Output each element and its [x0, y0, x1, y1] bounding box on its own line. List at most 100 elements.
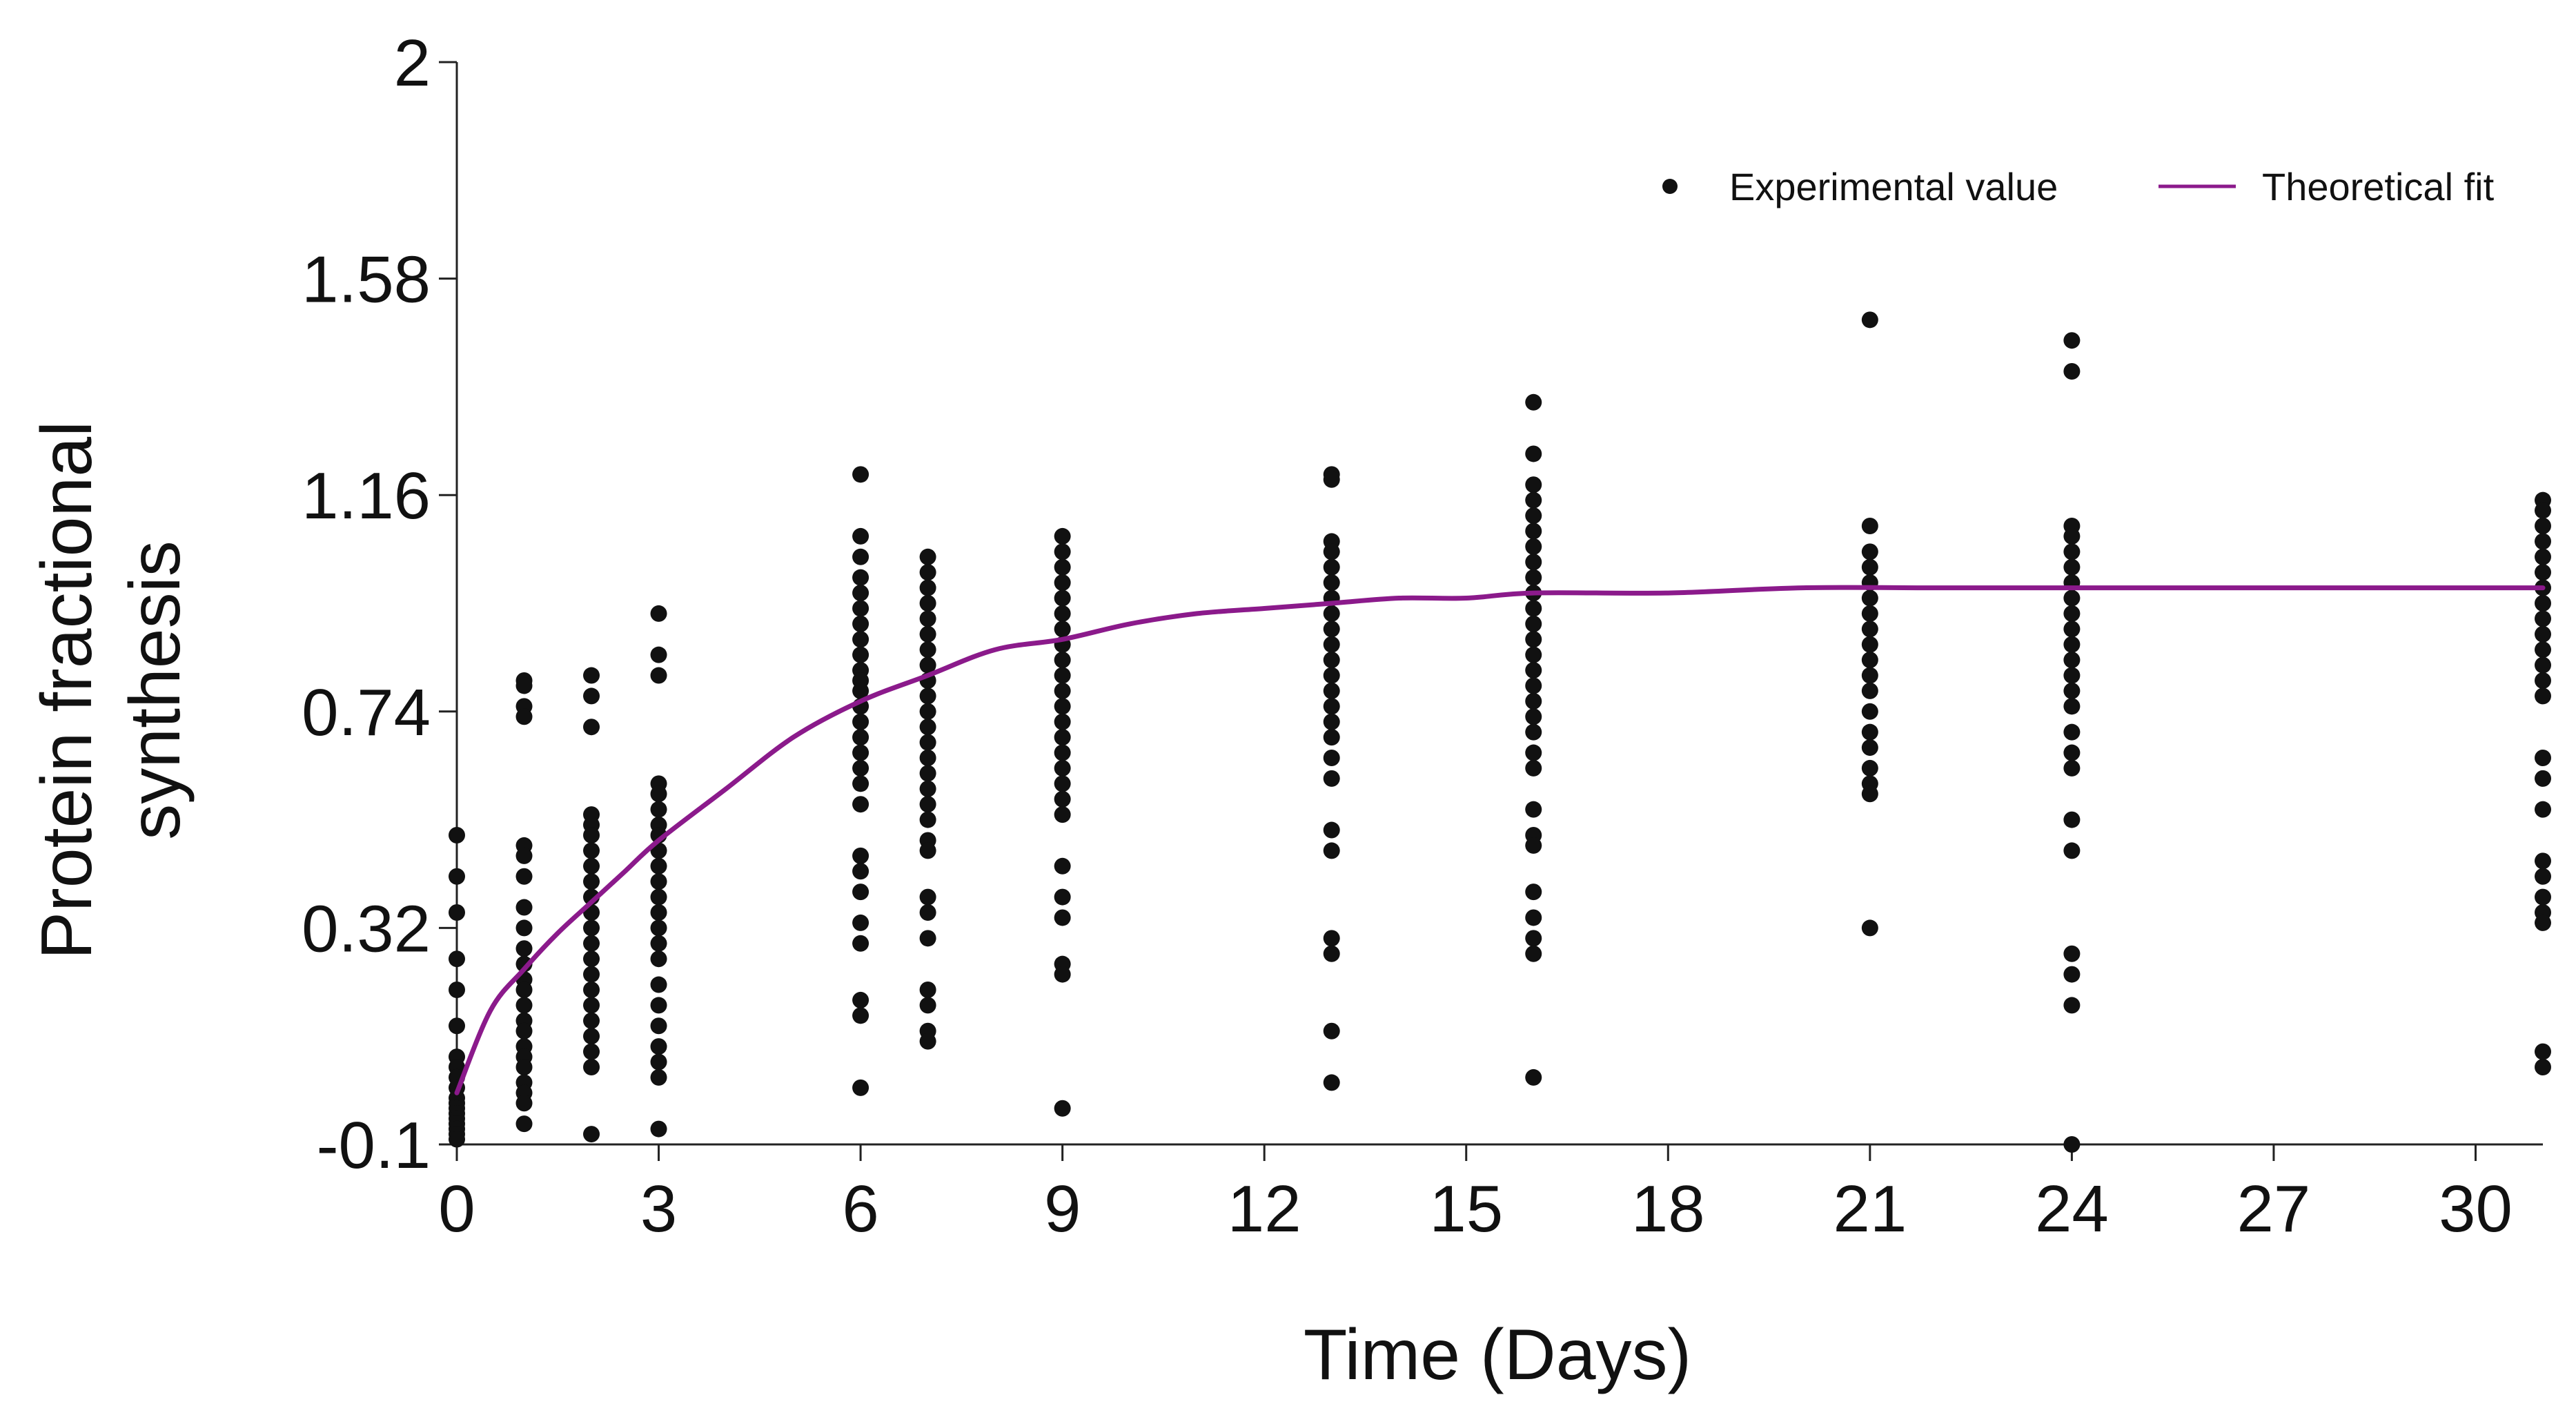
data-point — [650, 950, 667, 968]
data-point — [919, 719, 936, 736]
data-point — [2063, 811, 2081, 828]
data-point — [1054, 909, 1071, 926]
data-point — [1054, 698, 1071, 715]
y-tick-label: 1.58 — [302, 243, 431, 317]
data-point — [1323, 713, 1340, 730]
data-point — [650, 873, 667, 890]
x-tick-label: 18 — [1631, 1172, 1705, 1246]
data-point — [1054, 1100, 1071, 1117]
data-point — [583, 1059, 600, 1075]
data-point — [2535, 888, 2551, 906]
data-point — [1054, 713, 1071, 730]
data-point — [583, 719, 600, 736]
data-point — [650, 976, 667, 993]
data-point — [515, 677, 533, 694]
legend-label-fit: Theoretical fit — [2262, 165, 2495, 208]
data-point — [919, 625, 936, 643]
data-point — [2535, 641, 2551, 658]
data-point — [2535, 595, 2551, 612]
data-point — [449, 868, 465, 885]
data-point — [449, 904, 465, 921]
data-point — [1323, 621, 1340, 638]
data-point — [1525, 476, 1542, 494]
data-point — [852, 775, 869, 792]
y-axis-ticks: -0.1 0.32 0.74 1.16 1.58 2 — [302, 26, 457, 1182]
data-point — [1323, 652, 1340, 669]
data-point — [2535, 914, 2551, 931]
data-point — [2063, 997, 2081, 1014]
data-point — [2063, 667, 2081, 684]
x-tick-label: 21 — [1833, 1172, 1907, 1246]
x-tick-label: 24 — [2035, 1172, 2109, 1246]
data-point — [919, 796, 936, 813]
data-point — [1861, 723, 1878, 741]
data-point — [852, 548, 869, 565]
data-point — [650, 888, 667, 906]
data-point — [852, 729, 869, 746]
data-point — [515, 1115, 533, 1133]
data-point — [852, 847, 869, 864]
data-point — [1323, 636, 1340, 653]
data-point — [1861, 558, 1878, 576]
data-point — [1525, 569, 1542, 586]
data-point — [583, 857, 600, 875]
data-point — [650, 1068, 667, 1086]
data-point — [1054, 605, 1071, 622]
data-point — [583, 873, 600, 890]
data-point — [2063, 605, 2081, 622]
data-point — [2535, 750, 2551, 766]
data-point — [1525, 662, 1542, 679]
data-point — [2063, 527, 2081, 545]
data-point — [1054, 966, 1071, 983]
y-tick-label: 0.74 — [302, 676, 431, 750]
x-tick-label: 30 — [2439, 1172, 2513, 1246]
data-point — [919, 548, 936, 565]
data-point — [852, 759, 869, 777]
data-point — [583, 950, 600, 968]
data-point — [1525, 759, 1542, 777]
data-point — [1861, 589, 1878, 607]
theoretical-fit-curve — [454, 585, 2546, 1095]
data-point — [852, 744, 869, 761]
data-point — [919, 687, 936, 705]
data-point — [1323, 842, 1340, 859]
data-point — [1525, 631, 1542, 648]
data-point — [2535, 533, 2551, 550]
data-point — [1861, 759, 1878, 777]
data-point — [2063, 1136, 2081, 1153]
data-point — [1525, 930, 1542, 947]
data-point — [852, 631, 869, 648]
data-point — [2063, 723, 2081, 741]
data-point — [1861, 739, 1878, 757]
data-point — [919, 564, 936, 581]
data-point — [1323, 821, 1340, 839]
data-point — [1323, 750, 1340, 766]
data-point — [1525, 538, 1542, 555]
data-point — [1054, 857, 1071, 875]
data-point — [650, 605, 667, 622]
data-point — [852, 527, 869, 545]
data-point — [1525, 677, 1542, 694]
data-point — [852, 646, 869, 663]
data-point — [919, 641, 936, 658]
data-point — [1861, 621, 1878, 638]
data-point — [852, 615, 869, 632]
legend-dot-marker — [1662, 179, 1678, 194]
data-point — [1861, 311, 1878, 329]
data-point — [919, 750, 936, 766]
data-point — [1525, 615, 1542, 632]
data-point — [583, 1043, 600, 1060]
data-point — [1525, 445, 1542, 462]
data-point — [2063, 543, 2081, 560]
y-tick-label: -0.1 — [317, 1109, 431, 1182]
data-point — [2063, 966, 2081, 983]
data-point — [583, 935, 600, 952]
x-axis-title: Time (Days) — [1304, 1315, 1691, 1395]
experimental-points — [449, 311, 2551, 1153]
data-point — [2063, 945, 2081, 962]
data-point — [2063, 636, 2081, 653]
data-point — [852, 1007, 869, 1024]
data-point — [1054, 806, 1071, 823]
data-point — [1323, 729, 1340, 746]
